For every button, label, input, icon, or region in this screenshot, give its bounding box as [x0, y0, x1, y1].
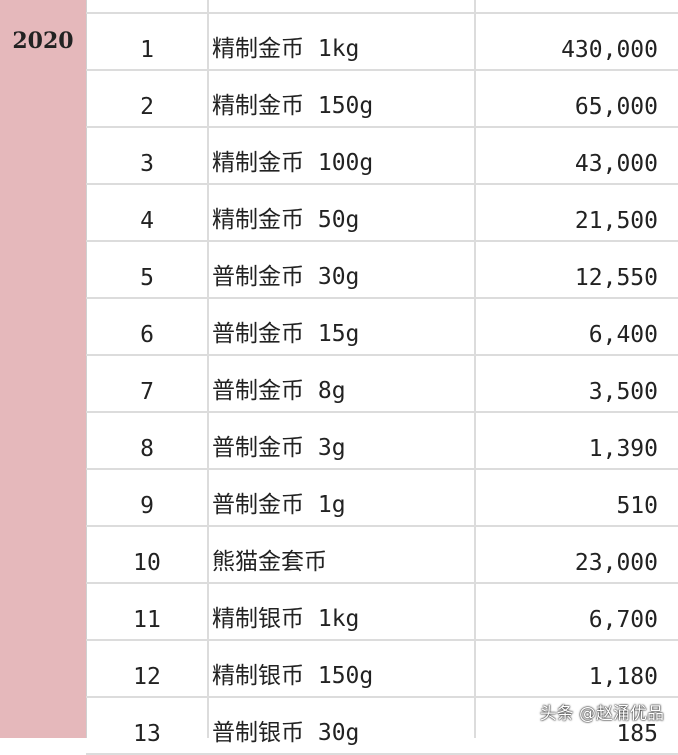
cell-price[interactable]: 6,400: [588, 322, 658, 348]
cell-price[interactable]: 1,180: [588, 664, 658, 690]
table-row[interactable]: 6 普制金币 15g 6,400: [86, 299, 678, 356]
cell-no[interactable]: 8: [140, 436, 154, 462]
table-row[interactable]: 8 普制金币 3g 1,390: [86, 413, 678, 470]
cell-price[interactable]: 23,000: [574, 550, 658, 576]
table-row[interactable]: 9 普制金币 1g 510: [86, 470, 678, 527]
cell-price[interactable]: 12,550: [574, 265, 658, 291]
watermark: 头条 @赵涌优品: [539, 704, 664, 724]
table-row[interactable]: 2 精制金币 150g 65,000: [86, 71, 678, 128]
cell-name[interactable]: 精制金币 100g: [212, 150, 374, 176]
table-row[interactable]: 7 普制金币 8g 3,500: [86, 356, 678, 413]
cell-name[interactable]: 普制金币 1g: [212, 492, 346, 518]
cell-no[interactable]: 4: [140, 208, 154, 234]
cell-price[interactable]: 430,000: [561, 37, 658, 63]
cell-no[interactable]: 9: [140, 493, 154, 519]
table-row[interactable]: 1 精制金币 1kg 430,000: [86, 14, 678, 71]
cell-name[interactable]: 精制金币 50g: [212, 207, 360, 233]
cell-name[interactable]: 精制银币 150g: [212, 663, 374, 689]
cell-no[interactable]: 13: [133, 721, 161, 747]
table-row[interactable]: 12 精制银币 150g 1,180: [86, 641, 678, 698]
cell-name[interactable]: 普制金币 8g: [212, 378, 346, 404]
table-row[interactable]: 4 精制金币 50g 21,500: [86, 185, 678, 242]
cell-name[interactable]: 普制金币 30g: [212, 264, 360, 290]
cell-name[interactable]: 普制银币 30g: [212, 720, 360, 746]
cell-no[interactable]: 2: [140, 94, 154, 120]
cell-no[interactable]: 6: [140, 322, 154, 348]
cell-price[interactable]: 6,700: [588, 607, 658, 633]
table-row[interactable]: 5 普制金币 30g 12,550: [86, 242, 678, 299]
year-cell[interactable]: 2020: [0, 0, 87, 738]
cell-name[interactable]: 精制金币 150g: [212, 93, 374, 119]
cell-no[interactable]: 1: [140, 37, 154, 63]
cell-no[interactable]: 3: [140, 151, 154, 177]
year-label: 2020: [12, 28, 74, 54]
cell-name[interactable]: 普制金币 15g: [212, 321, 360, 347]
cell-price[interactable]: 65,000: [574, 94, 658, 120]
table-row[interactable]: 3 精制金币 100g 43,000: [86, 128, 678, 185]
column-divider: [207, 0, 209, 738]
table-row: [86, 0, 678, 14]
cell-no[interactable]: 10: [133, 550, 161, 576]
cell-price[interactable]: 185: [616, 721, 658, 747]
column-divider: [474, 0, 476, 738]
cell-no[interactable]: 7: [140, 379, 154, 405]
cell-name[interactable]: 普制金币 3g: [212, 435, 346, 461]
cell-name[interactable]: 精制金币 1kg: [212, 36, 360, 62]
cell-name[interactable]: 熊猫金套币: [212, 549, 327, 575]
table-row[interactable]: 11 精制银币 1kg 6,700: [86, 584, 678, 641]
table-row[interactable]: 10 熊猫金套币 23,000: [86, 527, 678, 584]
cell-price[interactable]: 21,500: [574, 208, 658, 234]
cell-no[interactable]: 11: [133, 607, 161, 633]
cell-no[interactable]: 5: [140, 265, 154, 291]
cell-price[interactable]: 1,390: [588, 436, 658, 462]
cell-price[interactable]: 43,000: [574, 151, 658, 177]
cell-no[interactable]: 12: [133, 664, 161, 690]
cell-name[interactable]: 精制银币 1kg: [212, 606, 360, 632]
cell-price[interactable]: 510: [616, 493, 658, 519]
cell-price[interactable]: 3,500: [588, 379, 658, 405]
